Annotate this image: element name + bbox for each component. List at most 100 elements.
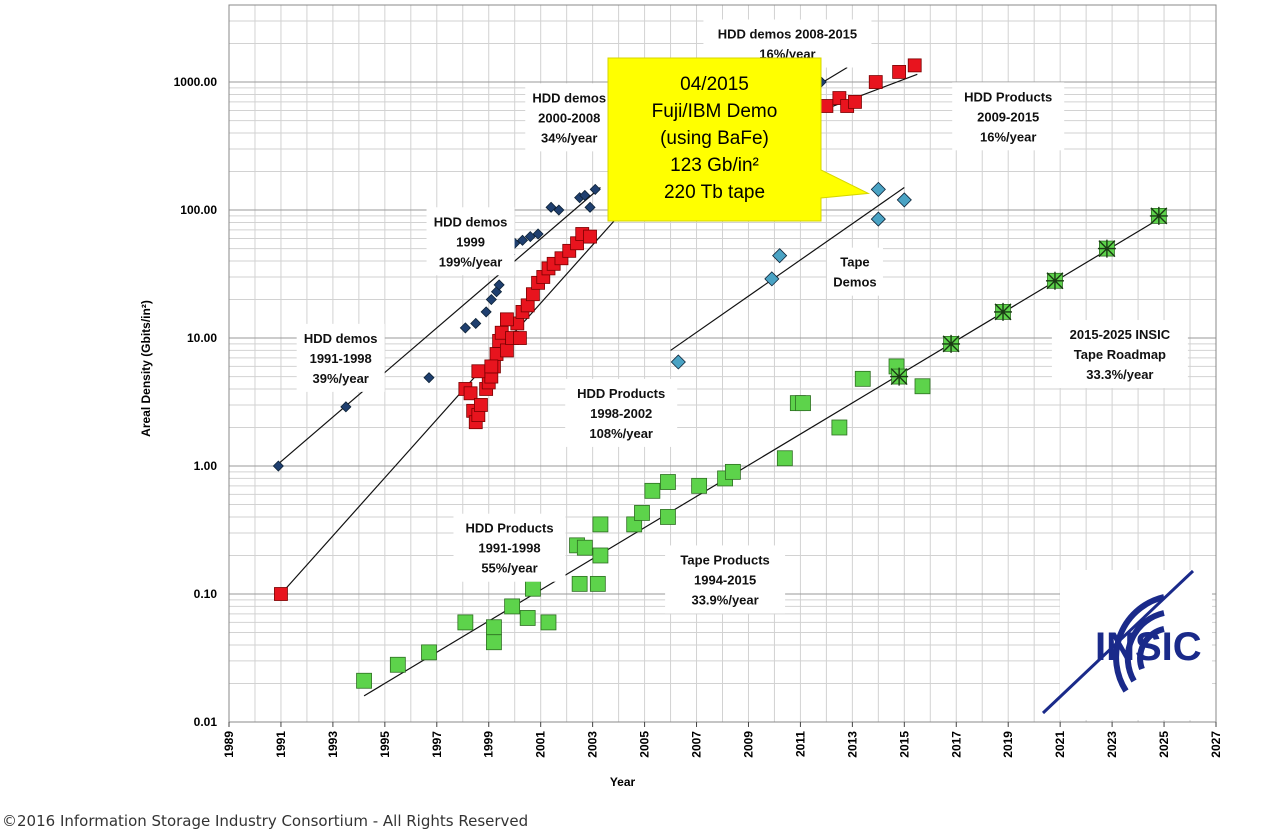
annotation-text: 33.3%/year: [1086, 367, 1153, 382]
data-point-tape_products: [389, 656, 406, 673]
data-point-hdd_demos: [553, 204, 565, 216]
data-point-star-mark: [942, 334, 961, 353]
data-point-tape_demos: [870, 181, 886, 197]
data-point-tape_products: [660, 509, 676, 525]
x-tick-label: 1995: [378, 731, 392, 758]
annotation-text: 108%/year: [589, 426, 653, 441]
annotation-text: Tape Products: [680, 552, 769, 567]
logo-text: INSIC: [1095, 625, 1202, 669]
annotation-text: 33.9%/year: [691, 592, 758, 607]
annotation-text: 1999: [456, 234, 485, 249]
data-point-hdd_demos: [485, 293, 497, 306]
data-point-tape_demos: [670, 354, 686, 370]
x-tick-label: 2019: [1001, 731, 1015, 758]
data-point-star-mark: [994, 302, 1013, 321]
data-point-tape_products: [724, 463, 741, 480]
y-tick-label: 0.10: [194, 587, 218, 601]
annotation-text: HDD demos: [434, 214, 508, 229]
data-point-hdd_demos: [480, 306, 492, 318]
data-point-tape_products: [776, 450, 793, 467]
callout-text: 04/2015: [680, 74, 749, 95]
annotation-box: [453, 513, 566, 582]
data-point-hdd_products: [274, 587, 288, 601]
data-point-hdd_demos: [423, 372, 435, 384]
annotation-text: 16%/year: [980, 129, 1036, 144]
logo-background: [1060, 570, 1212, 720]
data-point-tape_products: [356, 672, 372, 689]
y-tick-label: 1.00: [194, 459, 218, 473]
data-point-tape_products: [914, 378, 931, 395]
data-points: [272, 53, 1168, 689]
x-tick-label: 1989: [222, 731, 236, 758]
annotation-text: 1991-1998: [310, 351, 372, 366]
data-point-hdd_products: [500, 312, 514, 327]
data-point-hdd_products: [474, 398, 488, 412]
logo-arc-outer: [1113, 594, 1165, 693]
x-tick-label: 2007: [690, 731, 704, 758]
x-tick-label: 1991: [274, 731, 288, 758]
data-point-star-mark: [1045, 271, 1064, 290]
annotation-text: 1998-2002: [590, 406, 652, 421]
annotation-text: HDD Products: [465, 521, 553, 536]
x-tick-label: 2001: [534, 731, 548, 758]
y-tick-label: 1000.00: [174, 75, 218, 89]
data-point-hdd_demos: [584, 201, 596, 213]
data-point-hdd_demos: [516, 234, 529, 246]
data-point-tape_products: [592, 516, 609, 533]
annotation-text: 2015-2025 INSIC: [1070, 327, 1171, 342]
annotation-text: 55%/year: [481, 561, 537, 576]
data-point-hdd_demos: [470, 317, 482, 330]
annotations: HDD demos 2008-2015 16%/year HDD demos 2000…: [296, 19, 1188, 614]
callout-text: (using BaFe): [660, 128, 769, 149]
data-point-hdd_products: [484, 359, 499, 374]
annotation-text: Demos: [833, 275, 876, 290]
annotation-text: Tape Roadmap: [1074, 347, 1166, 362]
x-tick-label: 1999: [482, 731, 496, 758]
data-point-tape_demos: [764, 271, 780, 287]
annotation-box: [665, 545, 786, 614]
data-point-tape_demos: [772, 248, 788, 264]
data-point-hdd_demos: [532, 228, 544, 240]
data-point-hdd_demos: [459, 322, 471, 334]
logo-slash: [1041, 569, 1195, 715]
data-point-tape_products: [854, 370, 871, 387]
trend-line: [275, 187, 601, 467]
x-tick-label: 2011: [793, 731, 807, 757]
x-tick-label: 2027: [1209, 731, 1223, 758]
annotation-text: 2009-2015: [977, 109, 1039, 124]
annotation-text: HDD demos: [532, 90, 606, 105]
plot-area: [228, 4, 1217, 723]
data-point-hdd_products: [819, 99, 834, 113]
annotation-text: 1991-1998: [478, 541, 540, 556]
data-point-tape_products: [504, 598, 521, 615]
annotation-text: Tape: [840, 255, 869, 270]
x-axis-title: Year: [610, 775, 636, 789]
annotation-text: HDD demos 2008-2015: [718, 27, 857, 42]
y-tick-label: 0.01: [194, 715, 218, 729]
data-point-tape_products: [571, 575, 588, 592]
x-tick-label: 1997: [430, 731, 444, 758]
data-point-tape_products: [691, 477, 708, 494]
annotation-box: [565, 378, 678, 447]
logo-arc-inner: [1137, 626, 1165, 671]
annotation-box: [1051, 320, 1188, 389]
data-point-hdd_products: [513, 331, 527, 345]
data-point-tape_products: [486, 619, 502, 636]
data-point-tape_products: [831, 419, 848, 436]
callout-text: 220 Tb tape: [664, 182, 765, 203]
copyright-notice: ©2016 Information Storage Industry Conso…: [2, 812, 529, 830]
trend-line: [670, 187, 905, 351]
callout-text: 123 Gb/in²: [670, 155, 759, 176]
x-tick-label: 2023: [1105, 731, 1119, 758]
data-point-hdd_products: [907, 58, 922, 73]
data-point-tape_demos: [896, 192, 912, 208]
data-point-hdd_products: [463, 386, 478, 401]
annotation-text: 2000-2008: [538, 110, 600, 125]
data-point-tape_products: [660, 474, 676, 490]
data-point-tape_products: [540, 614, 557, 631]
annotation-text: 199%/year: [439, 254, 503, 269]
data-point-hdd_demos: [579, 189, 591, 202]
data-point-hdd_products: [471, 364, 486, 379]
insic-logo: INSIC: [1041, 569, 1212, 720]
